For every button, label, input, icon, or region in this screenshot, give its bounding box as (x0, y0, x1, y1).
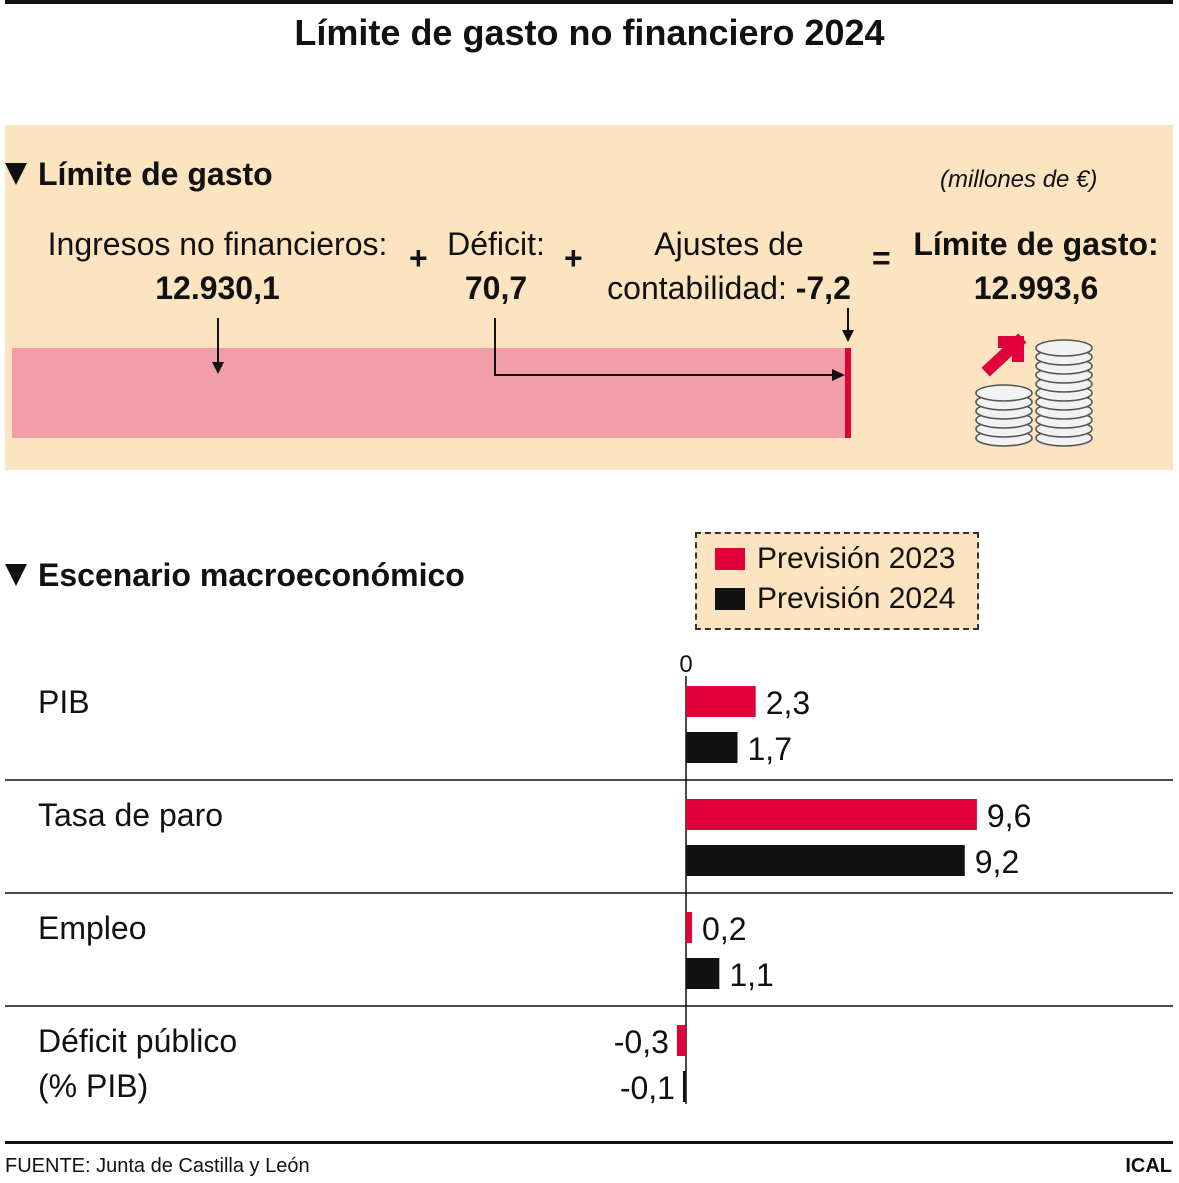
credit: ICAL (1125, 1155, 1172, 1177)
data-label-2024-3: -0,1 (620, 1070, 675, 1106)
zero-tick-label: 0 (679, 651, 692, 678)
bar-2024-1 (686, 845, 965, 876)
legend-item-2023: Previsión 2023 (715, 539, 955, 579)
result-value: 12.993,6 (973, 270, 1099, 306)
legend-label-2024: Previsión 2024 (757, 582, 956, 615)
bar-2024-3 (682, 1071, 686, 1102)
data-label-2024-0: 1,7 (748, 731, 792, 767)
bar-2023-2 (686, 912, 693, 943)
macro-bar-chart: 0 2,3 1,7 9,6 9,2 0,2 1,1 -0,3 -0,1 (5, 651, 1173, 1106)
adjust-label-1: Ajustes de (654, 226, 804, 262)
row-label-empleo: Empleo (38, 910, 147, 946)
deficit-block: Déficit: 70,7 (436, 222, 556, 310)
plus-sign-1: + (409, 240, 428, 276)
result-label: Límite de gasto: (913, 226, 1159, 262)
limit-heading: Límite de gasto (38, 156, 273, 192)
adjust-block: Ajustes de contabilidad: -7,2 (595, 222, 863, 310)
bar-2023-0 (686, 686, 756, 717)
row-label-deficit: Déficit público (38, 1023, 238, 1059)
adjust-label-2: contabilidad: (607, 270, 787, 306)
row-label-deficit-sub: (% PIB) (38, 1068, 149, 1104)
adjust-value: -7,2 (795, 270, 851, 306)
units-note: (millones de €) (940, 166, 1098, 193)
bar-segment-adjust (845, 348, 851, 438)
deficit-arrow-icon (494, 318, 845, 381)
income-arrow-icon (212, 318, 224, 374)
section-triangle-icon (5, 163, 27, 185)
result-block: Límite de gasto: 12.993,6 (905, 222, 1167, 310)
income-block: Ingresos no financieros: 12.930,1 (30, 222, 405, 310)
data-label-2024-2: 1,1 (729, 957, 773, 993)
deficit-value: 70,7 (464, 270, 528, 306)
macro-heading: Escenario macroeconómico (38, 557, 465, 593)
row-label-tasa-paro: Tasa de paro (38, 797, 224, 833)
section-triangle-icon (5, 564, 27, 586)
limit-bar-chart (12, 308, 854, 438)
data-label-2023-1: 9,6 (987, 798, 1031, 834)
bottom-rule (5, 1141, 1173, 1144)
deficit-label: Déficit: (447, 226, 545, 262)
main-title: Límite de gasto no financiero 2024 (294, 12, 885, 53)
legend: Previsión 2023 Previsión 2024 (695, 532, 979, 630)
bar-segment-income (12, 348, 847, 438)
legend-swatch-2023 (715, 548, 745, 570)
data-label-2023-2: 0,2 (702, 911, 746, 947)
adjust-arrow-icon (842, 308, 854, 342)
data-label-2023-3: -0,3 (614, 1024, 669, 1060)
bar-2023-1 (686, 799, 977, 830)
top-rule (5, 0, 1173, 4)
source-note: FUENTE: Junta de Castilla y León (5, 1155, 310, 1177)
equals-sign: = (872, 240, 891, 276)
bar-2024-2 (686, 958, 720, 989)
plus-sign-2: + (564, 240, 583, 276)
legend-item-2024: Previsión 2024 (715, 579, 955, 619)
row-label-pib: PIB (38, 684, 90, 720)
bar-2023-3 (676, 1025, 686, 1056)
income-value: 12.930,1 (155, 270, 280, 306)
data-label-2024-1: 9,2 (975, 844, 1019, 880)
legend-label-2023: Previsión 2023 (757, 542, 956, 575)
coins-growth-icon (975, 333, 1093, 447)
data-label-2023-0: 2,3 (766, 685, 810, 721)
income-label: Ingresos no financieros: (47, 226, 388, 262)
bar-2024-0 (686, 732, 738, 763)
legend-swatch-2024 (715, 588, 745, 610)
